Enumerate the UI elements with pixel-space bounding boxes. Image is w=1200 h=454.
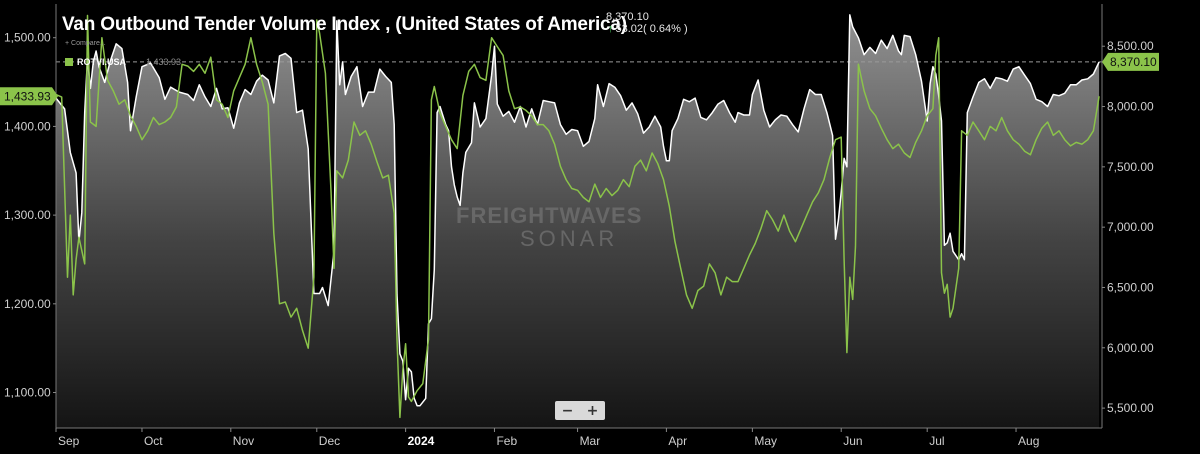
x-tick-label: Jul: [929, 434, 944, 448]
change-value: 53.02( 0.64% ): [615, 23, 688, 35]
right-tick-label: 5,500.00: [1107, 401, 1154, 415]
x-tick-label: Jun: [843, 434, 862, 448]
x-tick-label: Aug: [1018, 434, 1039, 448]
compare-label[interactable]: Compare...: [71, 40, 106, 47]
x-tick-label: Mar: [580, 434, 601, 448]
watermark-sonar: SONAR: [520, 226, 619, 251]
series-area-0: [56, 14, 1100, 429]
x-tick-label: Nov: [233, 434, 254, 448]
x-tick-label: Dec: [319, 434, 340, 448]
legend-swatch: [65, 58, 73, 66]
left-value-badge: [0, 87, 58, 106]
right-tick-label: 7,500.00: [1107, 160, 1154, 174]
series-line-0: [55, 14, 1100, 407]
right-tick-label: 7,000.00: [1107, 220, 1154, 234]
chart-title: Van Outbound Tender Volume Index , (Unit…: [62, 14, 627, 35]
x-tick-label: May: [754, 434, 777, 448]
series-line-rotvi-usa: [55, 14, 1100, 419]
right-tick-label: 6,000.00: [1107, 341, 1154, 355]
left-tick-label: 1,300.00: [4, 208, 51, 222]
right-value-badge: [1102, 52, 1159, 71]
legend-symbol[interactable]: ROTVI.USA: [77, 57, 127, 67]
compare-link[interactable]: + Compare...: [65, 40, 106, 47]
area-layer: [56, 14, 1100, 429]
badge-layer: 1,433.93 8,370.10: [0, 52, 1159, 106]
right-tick-label: 6,500.00: [1107, 280, 1154, 294]
line-layer: [55, 14, 1100, 419]
left-tick-label: 1,400.00: [4, 119, 51, 133]
x-tick-label: Sep: [58, 434, 80, 448]
right-tick-label: 8,500.00: [1107, 39, 1154, 53]
x-tick-label: Apr: [668, 434, 687, 448]
x-tick-label: Feb: [496, 434, 517, 448]
zoom-in-button[interactable]: +: [586, 402, 599, 419]
left-value-badge-label: 1,433.93: [4, 89, 51, 103]
x-tick-label: Oct: [144, 434, 163, 448]
watermark-freightwaves: FREIGHTWAVES: [456, 203, 643, 228]
legend-value: 1,433.93: [146, 57, 182, 67]
zoom-out-button[interactable]: −: [561, 402, 574, 419]
left-tick-label: 1,200.00: [4, 297, 51, 311]
up-arrow-icon: ↑: [608, 23, 614, 35]
zoom-control[interactable]: − +: [555, 401, 605, 420]
axis-layer: 1,100.00 1,200.00 1,300.00 1,400.00 1,500.00…: [4, 4, 1154, 448]
right-tick-label: 8,000.00: [1107, 100, 1154, 114]
left-tick-label: 1,500.00: [4, 31, 51, 45]
series-legend[interactable]: ROTVI.USA 1,433.93: [65, 57, 181, 67]
right-value-badge-label: 8,370.10: [1110, 55, 1157, 69]
left-tick-label: 1,100.00: [4, 386, 51, 400]
x-tick-label: 2024: [408, 434, 435, 448]
current-price: 8,370.10: [606, 11, 649, 23]
price-change: ↑ 53.02( 0.64% ): [608, 23, 688, 35]
